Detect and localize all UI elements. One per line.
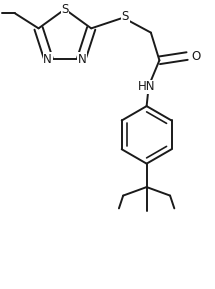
Text: S: S <box>61 3 69 16</box>
Text: N: N <box>78 53 87 66</box>
Text: HN: HN <box>138 80 155 93</box>
Text: N: N <box>43 53 52 66</box>
Text: O: O <box>191 49 200 62</box>
Text: S: S <box>122 10 129 23</box>
